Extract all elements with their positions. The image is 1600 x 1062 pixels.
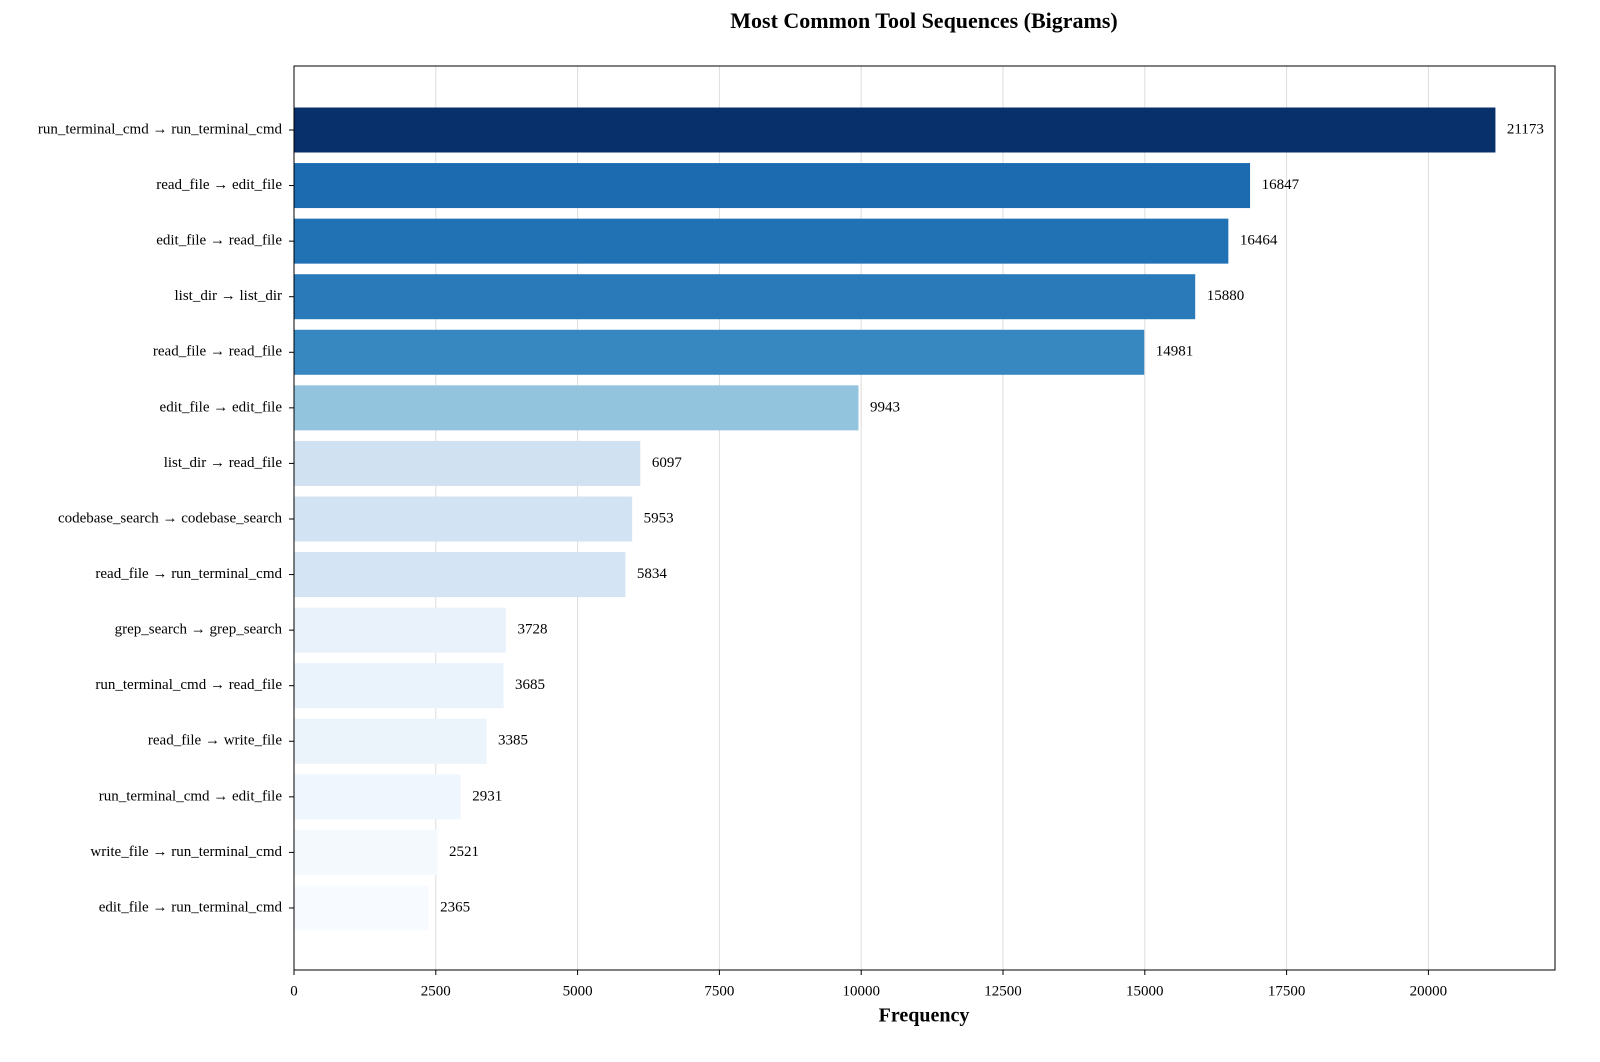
bar [293, 274, 1196, 320]
y-tick-label: list_dir → read_file [164, 455, 283, 471]
plot-frame [293, 65, 1556, 971]
x-tick-label: 15000 [1126, 983, 1164, 999]
value-label: 9943 [870, 399, 900, 415]
value-label: 14981 [1156, 344, 1194, 360]
value-label: 5953 [644, 510, 674, 526]
bar [293, 496, 633, 542]
value-label: 16464 [1240, 233, 1278, 249]
bar [293, 163, 1251, 209]
y-tick-label: run_terminal_cmd → run_terminal_cmd [38, 121, 283, 137]
x-tick-label: 12500 [984, 983, 1022, 999]
y-tick-label: run_terminal_cmd → edit_file [99, 788, 283, 804]
x-tick-label: 5000 [563, 983, 593, 999]
y-tick-label: codebase_search → codebase_search [58, 510, 283, 526]
bar [293, 829, 438, 875]
value-label: 3385 [498, 733, 528, 749]
y-tick-label: edit_file → run_terminal_cmd [99, 899, 283, 915]
value-label: 5834 [637, 566, 668, 582]
x-tick-label: 20000 [1410, 983, 1448, 999]
x-tick-label: 7500 [704, 983, 734, 999]
value-label: 21173 [1507, 121, 1544, 137]
bar [293, 552, 626, 598]
y-tick-label: list_dir → list_dir [174, 288, 282, 304]
y-tick-label: read_file → edit_file [156, 177, 282, 193]
bar [293, 885, 429, 931]
y-tick-label: read_file → read_file [153, 344, 282, 360]
y-tick-label: read_file → write_file [148, 733, 282, 749]
bar [293, 385, 859, 431]
y-tick-label: grep_search → grep_search [115, 622, 283, 638]
bar [293, 218, 1229, 264]
value-label: 6097 [652, 455, 683, 471]
value-label: 3685 [515, 677, 545, 693]
x-axis-label: Frequency [879, 1005, 970, 1027]
x-tick-label: 10000 [842, 983, 880, 999]
bar [293, 718, 487, 764]
bar [293, 107, 1496, 153]
bar [293, 440, 641, 486]
y-tick-label: read_file → run_terminal_cmd [95, 566, 282, 582]
value-label: 2931 [472, 788, 502, 804]
bar [293, 774, 461, 820]
y-tick-label: edit_file → edit_file [160, 399, 283, 415]
value-label: 16847 [1262, 177, 1300, 193]
value-label: 15880 [1207, 288, 1245, 304]
x-tick-label: 0 [290, 983, 298, 999]
x-tick-label: 17500 [1268, 983, 1306, 999]
y-tick-label: run_terminal_cmd → read_file [95, 677, 282, 693]
value-label: 2521 [449, 844, 479, 860]
value-label: 2365 [440, 899, 470, 915]
y-tick-label: write_file → run_terminal_cmd [90, 844, 282, 860]
bar [293, 663, 504, 709]
x-tick-label: 2500 [421, 983, 451, 999]
bar [293, 607, 506, 653]
chart-title: Most Common Tool Sequences (Bigrams) [730, 8, 1117, 33]
y-tick-label: edit_file → read_file [156, 233, 282, 249]
bar [293, 329, 1145, 375]
value-label: 3728 [517, 622, 547, 638]
